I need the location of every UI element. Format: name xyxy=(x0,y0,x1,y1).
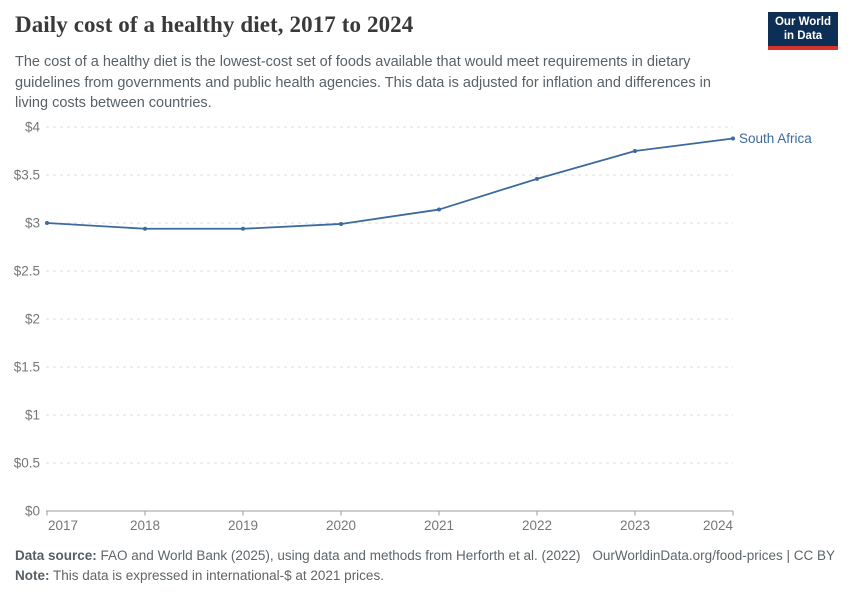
y-tick-label: $1 xyxy=(25,408,40,423)
data-source-label: Data source: xyxy=(15,548,97,563)
data-source-value: FAO and World Bank (2025), using data an… xyxy=(96,548,581,563)
y-tick-label: $3 xyxy=(25,216,40,231)
y-tick-label: $1.5 xyxy=(14,360,40,375)
series-line[interactable] xyxy=(46,137,734,230)
x-tick-label: 2021 xyxy=(424,518,454,533)
series-label[interactable]: South Africa xyxy=(739,131,812,146)
y-tick-label: $0 xyxy=(25,504,40,519)
y-tick-label: $0.5 xyxy=(14,456,40,471)
data-point[interactable] xyxy=(45,221,49,225)
chart-footer: Data source: FAO and World Bank (2025), … xyxy=(15,546,835,586)
x-tick-label: 2020 xyxy=(326,518,356,533)
x-tick-label: 2017 xyxy=(48,518,78,533)
data-point[interactable] xyxy=(535,176,539,181)
owid-logo-line1: Our World xyxy=(774,15,831,28)
data-point[interactable] xyxy=(731,136,735,141)
data-point[interactable] xyxy=(143,226,147,231)
x-tick-label: 2019 xyxy=(228,518,258,533)
y-tick-label: $2 xyxy=(25,312,40,327)
owid-logo-line2: in Data xyxy=(783,30,823,42)
data-point[interactable] xyxy=(339,221,343,226)
data-source-text: Data source: FAO and World Bank (2025), … xyxy=(15,546,581,566)
footer-row-note: Note: This data is expressed in internat… xyxy=(15,566,835,586)
y-tick-label: $3.5 xyxy=(14,168,40,183)
x-tick-label: 2023 xyxy=(620,518,650,533)
note-text: Note: This data is expressed in internat… xyxy=(15,566,384,586)
y-tick-label: $4 xyxy=(25,120,41,135)
footer-row-source: Data source: FAO and World Bank (2025), … xyxy=(15,546,835,566)
data-point[interactable] xyxy=(633,149,637,153)
x-tick-label: 2022 xyxy=(522,518,552,533)
chart-subtitle: The cost of a healthy diet is the lowest… xyxy=(15,54,711,112)
owid-url-link[interactable]: OurWorldinData.org/food-prices | CC BY xyxy=(592,548,835,563)
note-value: This data is expressed in international-… xyxy=(49,568,384,583)
x-tick-label: 2024 xyxy=(703,518,734,533)
data-point[interactable] xyxy=(241,226,245,231)
data-point[interactable] xyxy=(437,207,441,212)
note-label: Note: xyxy=(15,568,50,583)
y-tick-label: $2.5 xyxy=(14,264,40,279)
x-tick-label: 2018 xyxy=(130,518,160,533)
owid-logo[interactable]: Our World in Data xyxy=(768,12,838,50)
page-title: Daily cost of a healthy diet, 2017 to 20… xyxy=(15,12,414,37)
